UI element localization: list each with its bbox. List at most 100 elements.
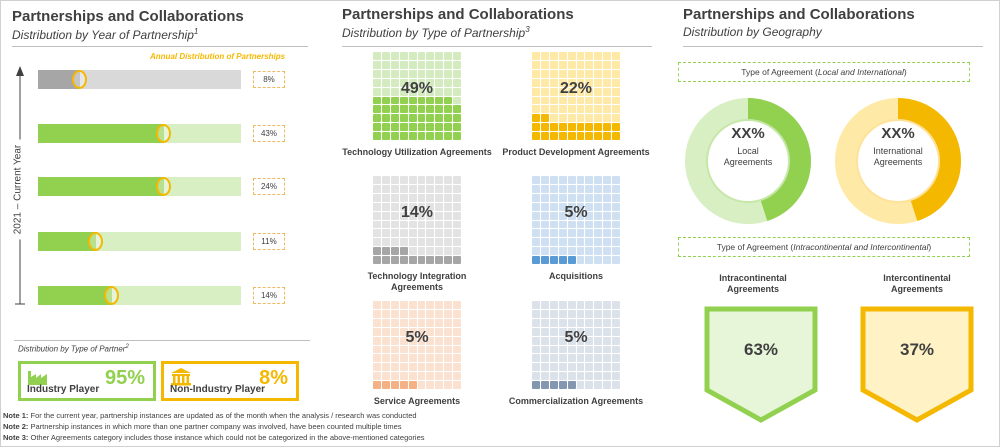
waffle-cell <box>603 184 612 193</box>
waffle-cell <box>558 336 567 345</box>
waffle-cell <box>558 381 567 389</box>
waffle-cell <box>576 354 585 363</box>
waffle-cell <box>390 238 399 247</box>
waffle-cell <box>417 372 426 381</box>
waffle-cell <box>417 336 426 345</box>
waffle-cell <box>594 318 603 327</box>
year-bar <box>38 124 164 143</box>
waffle-cell <box>399 381 408 389</box>
waffle-cell <box>435 60 444 69</box>
waffle-cell <box>390 318 399 327</box>
continental-box: Type of Agreement (Intracontinental and … <box>678 237 970 257</box>
waffle-cell <box>612 220 620 229</box>
waffle-cell <box>540 229 549 238</box>
waffle-cell <box>549 96 558 105</box>
waffle-cell <box>612 301 620 309</box>
waffle-cell <box>567 105 576 114</box>
waffle-cell <box>540 327 549 336</box>
waffle-cell <box>435 381 444 389</box>
waffle-cell <box>417 381 426 389</box>
waffle-cell <box>408 184 417 193</box>
waffle-cell <box>381 114 390 123</box>
waffle-cell <box>399 132 408 140</box>
waffle-cell <box>540 60 549 69</box>
international-donut-arc <box>835 98 961 224</box>
waffle-cell <box>444 105 453 114</box>
waffle-cell <box>408 105 417 114</box>
waffle-cell <box>435 229 444 238</box>
waffle-cell <box>453 193 461 202</box>
waffle-category-label: Acquisitions <box>548 271 603 281</box>
waffle-cell <box>408 176 417 184</box>
waffle-cell <box>558 176 567 184</box>
waffle-cell <box>594 256 603 264</box>
waffle-cell <box>435 114 444 123</box>
waffle-cell <box>417 123 426 132</box>
waffle-cell <box>417 354 426 363</box>
waffle-cell <box>532 211 540 220</box>
waffle-cell <box>576 309 585 318</box>
waffle-cell <box>585 78 594 87</box>
waffle-cell <box>549 184 558 193</box>
waffle-cell <box>576 336 585 345</box>
waffle-cell <box>585 309 594 318</box>
waffle-cell <box>540 363 549 372</box>
waffle-cell <box>585 132 594 140</box>
waffle-cell <box>585 69 594 78</box>
waffle-cell <box>390 229 399 238</box>
waffle-cell <box>426 220 435 229</box>
waffle-cell <box>408 301 417 309</box>
waffle-cell <box>390 60 399 69</box>
waffle-cell <box>532 184 540 193</box>
waffle-cell <box>585 363 594 372</box>
industry-player-label: Industry Player <box>27 384 100 395</box>
waffle-cell <box>567 345 576 354</box>
waffle-cell <box>603 105 612 114</box>
waffle-cell <box>453 176 461 184</box>
waffle-cell <box>381 345 390 354</box>
waffle-cell <box>585 52 594 60</box>
waffle-cell <box>373 301 381 309</box>
waffle-cell <box>603 60 612 69</box>
waffle-cell <box>381 202 390 211</box>
international-value: XX% <box>881 125 915 142</box>
waffle-cell <box>408 256 417 264</box>
waffle-cell <box>576 318 585 327</box>
waffle-cell <box>444 69 453 78</box>
waffle-cell <box>435 193 444 202</box>
year-bar-marker <box>88 232 104 251</box>
waffle-cell <box>435 132 444 140</box>
year-bar <box>38 177 164 196</box>
waffle-value-label: 5% <box>405 329 429 346</box>
waffle-cell <box>390 363 399 372</box>
year-bar <box>38 286 112 305</box>
waffle-cell <box>603 202 612 211</box>
waffle-cell <box>612 52 620 60</box>
waffle-cell <box>381 301 390 309</box>
waffle-cell <box>453 60 461 69</box>
waffle-cell <box>390 256 399 264</box>
waffle-cell <box>399 238 408 247</box>
note-1: Note 1: For the current year, partnershi… <box>3 411 417 420</box>
waffle-cell <box>426 114 435 123</box>
waffle-cell <box>373 309 381 318</box>
waffle-cell <box>567 238 576 247</box>
waffle-cell <box>585 220 594 229</box>
waffle-cell <box>390 211 399 220</box>
waffle-cell <box>558 60 567 69</box>
waffle-cell <box>567 202 576 211</box>
waffle-cell <box>399 247 408 256</box>
waffle-cell <box>576 247 585 256</box>
waffle-cell <box>408 309 417 318</box>
waffle-cell <box>373 336 381 345</box>
waffle-cell <box>532 193 540 202</box>
waffle-cell <box>390 301 399 309</box>
waffle-cell <box>594 114 603 123</box>
year-bar-value-label: 14% <box>253 287 285 304</box>
waffle-cell <box>417 184 426 193</box>
waffle-cell <box>453 327 461 336</box>
waffle-cell <box>532 96 540 105</box>
waffle-chart <box>532 52 620 140</box>
waffle-cell <box>532 220 540 229</box>
waffle-cell <box>381 318 390 327</box>
